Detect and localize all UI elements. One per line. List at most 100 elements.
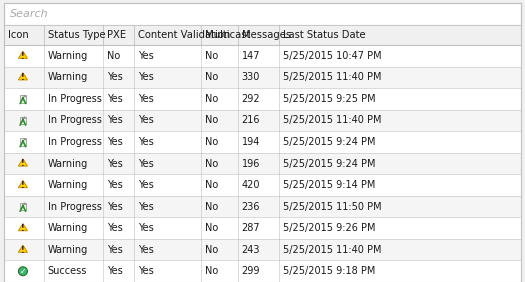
Text: 5/25/2015 9:25 PM: 5/25/2015 9:25 PM [283, 94, 376, 104]
Text: PXE: PXE [107, 30, 127, 40]
Bar [4, 45, 521, 67]
Text: Yes: Yes [107, 115, 123, 125]
Text: !: ! [21, 181, 25, 190]
Text: 5/25/2015 9:18 PM: 5/25/2015 9:18 PM [283, 266, 375, 276]
Text: Yes: Yes [107, 94, 123, 104]
Text: 420: 420 [242, 180, 260, 190]
Text: !: ! [21, 159, 25, 168]
Bar [20, 95, 26, 103]
Text: Yes: Yes [107, 180, 123, 190]
Text: !: ! [21, 52, 25, 61]
Text: 330: 330 [242, 72, 260, 82]
Text: Yes: Yes [138, 72, 154, 82]
Text: No: No [107, 51, 121, 61]
Text: No: No [205, 51, 219, 61]
Text: Yes: Yes [138, 137, 154, 147]
Text: Warning: Warning [48, 245, 88, 255]
Polygon shape [18, 245, 27, 252]
Text: No: No [205, 266, 219, 276]
Text: 5/25/2015 9:24 PM: 5/25/2015 9:24 PM [283, 137, 375, 147]
Polygon shape [18, 180, 27, 188]
Text: 5/25/2015 9:26 PM: 5/25/2015 9:26 PM [283, 223, 375, 233]
Bar [20, 138, 26, 146]
Circle shape [18, 267, 27, 276]
Text: Warning: Warning [48, 51, 88, 61]
Text: Yes: Yes [107, 72, 123, 82]
Text: No: No [205, 115, 219, 125]
Text: No: No [205, 158, 219, 169]
Text: Status Type: Status Type [48, 30, 106, 40]
Text: 5/25/2015 11:40 PM: 5/25/2015 11:40 PM [283, 72, 382, 82]
Text: 5/25/2015 11:40 PM: 5/25/2015 11:40 PM [283, 245, 382, 255]
Text: Yes: Yes [138, 223, 154, 233]
Text: ✓: ✓ [20, 267, 26, 276]
Text: Warning: Warning [48, 180, 88, 190]
Polygon shape [18, 224, 27, 231]
Text: 287: 287 [242, 223, 260, 233]
Text: 216: 216 [242, 115, 260, 125]
Text: Yes: Yes [138, 51, 154, 61]
Bar [4, 88, 521, 110]
Text: Yes: Yes [107, 266, 123, 276]
Text: 5/25/2015 9:24 PM: 5/25/2015 9:24 PM [283, 158, 375, 169]
Text: In Progress: In Progress [48, 137, 102, 147]
Polygon shape [24, 95, 26, 97]
Bar [20, 203, 26, 210]
Text: Yes: Yes [138, 94, 154, 104]
Text: No: No [205, 72, 219, 82]
Text: No: No [205, 223, 219, 233]
Bar [4, 239, 521, 261]
Text: In Progress: In Progress [48, 94, 102, 104]
Text: 196: 196 [242, 158, 260, 169]
Bar [4, 110, 521, 131]
Text: 194: 194 [242, 137, 260, 147]
Text: Yes: Yes [138, 158, 154, 169]
Text: Last Status Date: Last Status Date [283, 30, 366, 40]
Text: 5/25/2015 10:47 PM: 5/25/2015 10:47 PM [283, 51, 382, 61]
Text: 299: 299 [242, 266, 260, 276]
Bar [20, 116, 26, 124]
Text: 5/25/2015 11:40 PM: 5/25/2015 11:40 PM [283, 115, 382, 125]
Text: Yes: Yes [107, 158, 123, 169]
Text: 147: 147 [242, 51, 260, 61]
Polygon shape [18, 73, 27, 80]
Text: Multicast: Multicast [205, 30, 251, 40]
Text: Content Validation: Content Validation [138, 30, 230, 40]
Text: No: No [205, 202, 219, 212]
Text: !: ! [21, 246, 25, 255]
Text: Icon: Icon [8, 30, 29, 40]
Text: Warning: Warning [48, 223, 88, 233]
Text: Yes: Yes [107, 223, 123, 233]
Text: Yes: Yes [107, 202, 123, 212]
Text: Yes: Yes [107, 245, 123, 255]
Text: Messages: Messages [242, 30, 291, 40]
Text: Yes: Yes [138, 180, 154, 190]
Text: Warning: Warning [48, 72, 88, 82]
Text: No: No [205, 245, 219, 255]
Text: In Progress: In Progress [48, 115, 102, 125]
Text: 243: 243 [242, 245, 260, 255]
Text: 5/25/2015 11:50 PM: 5/25/2015 11:50 PM [283, 202, 382, 212]
Polygon shape [24, 116, 26, 118]
Polygon shape [24, 203, 26, 204]
Text: Yes: Yes [138, 266, 154, 276]
Polygon shape [18, 51, 27, 58]
Text: No: No [205, 137, 219, 147]
Text: Yes: Yes [138, 115, 154, 125]
Text: Success: Success [48, 266, 87, 276]
Text: Yes: Yes [107, 137, 123, 147]
Text: In Progress: In Progress [48, 202, 102, 212]
Bar [4, 153, 521, 174]
Text: 5/25/2015 9:14 PM: 5/25/2015 9:14 PM [283, 180, 375, 190]
Text: !: ! [21, 224, 25, 233]
Bar [4, 196, 521, 217]
Text: 236: 236 [242, 202, 260, 212]
Text: No: No [205, 94, 219, 104]
Text: No: No [205, 180, 219, 190]
Text: !: ! [21, 73, 25, 82]
Bar [4, 217, 521, 239]
Text: Search: Search [10, 9, 49, 19]
Bar [4, 131, 521, 153]
Polygon shape [24, 138, 26, 140]
Bar [4, 25, 521, 45]
